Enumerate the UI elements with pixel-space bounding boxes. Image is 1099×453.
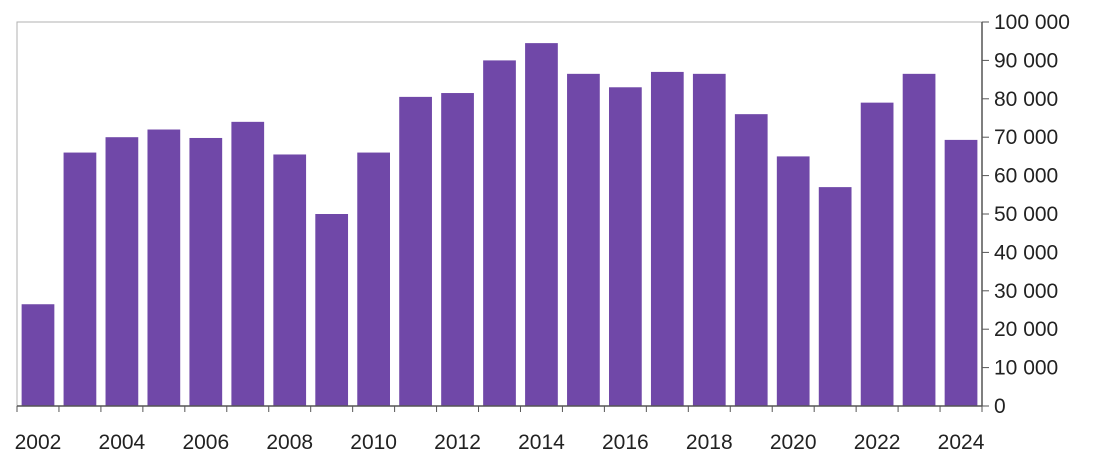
y-tick-label: 50 000 bbox=[994, 203, 1058, 226]
x-tick-label: 2022 bbox=[854, 431, 901, 453]
bar-2023 bbox=[902, 73, 936, 406]
bars-group bbox=[21, 43, 978, 407]
bar-2016 bbox=[609, 87, 642, 406]
x-tick-label: 2008 bbox=[266, 431, 313, 453]
y-tick-label: 10 000 bbox=[994, 357, 1058, 380]
y-tick-label: 30 000 bbox=[994, 280, 1058, 303]
y-tick-label: 90 000 bbox=[994, 49, 1058, 72]
bar-2020 bbox=[776, 156, 810, 406]
y-axis-ticks bbox=[982, 21, 989, 407]
bar-2014 bbox=[525, 43, 558, 407]
y-tick-label: 70 000 bbox=[994, 126, 1058, 149]
y-axis-labels: 0 10 000 20 000 30 000 40 000 50 000 60 000 70 … bbox=[994, 11, 1070, 418]
x-tick-label: 2016 bbox=[602, 431, 649, 453]
bar-2021 bbox=[818, 187, 852, 406]
x-tick-label: 2002 bbox=[15, 431, 62, 453]
x-tick-label: 2014 bbox=[518, 431, 565, 453]
bar-2024 bbox=[944, 139, 978, 406]
x-tick-label: 2018 bbox=[686, 431, 733, 453]
bar-2019 bbox=[734, 114, 768, 406]
bar-2012 bbox=[441, 93, 474, 406]
x-tick-label: 2004 bbox=[99, 431, 146, 453]
bar-2007 bbox=[231, 121, 265, 406]
x-axis-labels: 2002 2004 2006 2008 2010 2012 2014 2016 2018 2020… bbox=[15, 431, 985, 453]
y-tick-label: 100 000 bbox=[994, 11, 1070, 34]
x-tick-label: 2020 bbox=[770, 431, 817, 453]
x-axis-ticks bbox=[16, 406, 983, 412]
bar-2005 bbox=[147, 129, 181, 406]
bar-2009 bbox=[315, 214, 349, 406]
x-tick-label: 2024 bbox=[938, 431, 985, 453]
bar-2011 bbox=[399, 96, 432, 406]
bar-2015 bbox=[567, 73, 600, 406]
y-tick-label: 60 000 bbox=[994, 165, 1058, 188]
x-tick-label: 2012 bbox=[434, 431, 481, 453]
bar-2010 bbox=[357, 152, 390, 406]
bar-2017 bbox=[650, 71, 684, 407]
bar-2022 bbox=[860, 102, 894, 406]
x-tick-label: 2006 bbox=[182, 431, 229, 453]
x-tick-label: 2010 bbox=[350, 431, 397, 453]
bar-2006 bbox=[189, 137, 223, 406]
bar-2004 bbox=[105, 137, 139, 406]
bar-2013 bbox=[483, 60, 516, 407]
y-tick-label: 40 000 bbox=[994, 241, 1058, 264]
y-tick-label: 0 bbox=[994, 395, 1006, 418]
bar-2002 bbox=[21, 304, 55, 406]
bar-2018 bbox=[692, 73, 726, 406]
y-tick-label: 20 000 bbox=[994, 318, 1058, 341]
bar-2008 bbox=[273, 154, 307, 406]
y-tick-label: 80 000 bbox=[994, 88, 1058, 111]
bar-2003 bbox=[63, 152, 97, 406]
